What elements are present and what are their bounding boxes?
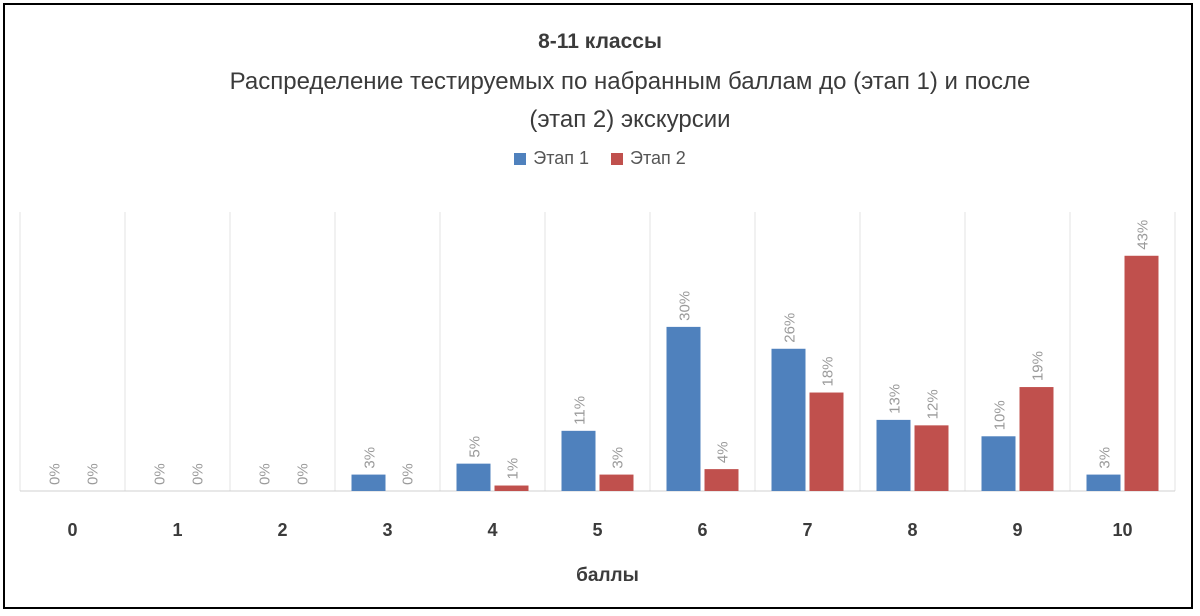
x-tick-label: 4 [487,520,497,540]
data-label-series-1-cat-5: 11% [572,396,589,425]
x-tick-label: 8 [907,520,917,540]
data-label-series-2-cat-4: 1% [505,458,522,480]
data-label-series-2-cat-0: 0% [85,463,102,485]
data-label-series-1-cat-1: 0% [152,463,169,485]
legend-swatch-series-2 [611,152,623,165]
chart-frame [3,3,1193,609]
data-label-series-1-cat-6: 30% [677,291,694,321]
data-label-series-1-cat-2: 0% [257,463,274,485]
legend-item-series-2: Этап 2 [611,148,686,169]
x-tick-label: 1 [172,520,182,540]
bar-series-1-cat-6 [666,326,701,491]
chart-subtitle-line-2: (этап 2) экскурсии [529,106,731,133]
x-tick-label: 3 [382,520,392,540]
x-tick-label: 5 [592,520,602,540]
bar-series-2-cat-10 [1124,255,1159,491]
bar-series-1-cat-4 [456,463,491,491]
data-label-series-2-cat-2: 0% [295,463,312,485]
x-tick-label: 9 [1012,520,1022,540]
bar-series-2-cat-9 [1019,387,1054,491]
bar-series-1-cat-5 [561,430,596,491]
bar-series-1-cat-7 [771,348,806,491]
data-label-series-2-cat-9: 19% [1030,351,1047,381]
chart-title: 8-11 классы [538,30,662,53]
x-tick-label: 7 [802,520,812,540]
x-tick-label: 2 [277,520,287,540]
legend: Этап 1 Этап 2 [0,148,1200,169]
data-label-series-2-cat-3: 0% [400,463,417,485]
data-label-series-2-cat-10: 43% [1135,220,1152,250]
legend-swatch-series-1 [514,152,527,165]
bar-series-1-cat-9 [981,436,1016,491]
bar-series-2-cat-6 [704,469,739,491]
x-tick-label: 6 [697,520,707,540]
bar-series-1-cat-10 [1086,474,1121,491]
data-label-series-2-cat-8: 12% [925,389,942,419]
data-label-series-1-cat-4: 5% [467,436,484,458]
data-label-series-2-cat-6: 4% [715,441,732,463]
bar-series-2-cat-7 [809,392,844,491]
legend-label-series-1: Этап 1 [533,148,589,168]
data-label-series-1-cat-9: 10% [992,400,1009,430]
bar-series-1-cat-3 [351,474,386,491]
bar-series-2-cat-8 [914,425,949,491]
data-label-series-1-cat-8: 13% [887,384,904,414]
bar-series-1-cat-8 [876,419,911,491]
data-label-series-1-cat-0: 0% [47,463,64,485]
data-label-series-1-cat-10: 3% [1097,447,1114,469]
x-tick-label: 0 [67,520,77,540]
data-label-series-2-cat-5: 3% [610,447,627,469]
legend-item-series-1: Этап 1 [514,148,589,169]
legend-label-series-2: Этап 2 [630,148,686,168]
x-axis-label: баллы [576,565,639,586]
bar-series-2-cat-5 [599,474,634,491]
data-label-series-1-cat-7: 26% [782,313,799,343]
data-label-series-1-cat-3: 3% [362,447,379,469]
bar-series-2-cat-4 [494,485,529,491]
chart-subtitle-line-1: Распределение тестируемых по набранным б… [229,68,1031,95]
data-label-series-2-cat-7: 18% [820,356,837,386]
x-tick-label: 10 [1112,520,1132,540]
data-label-series-2-cat-1: 0% [190,463,207,485]
